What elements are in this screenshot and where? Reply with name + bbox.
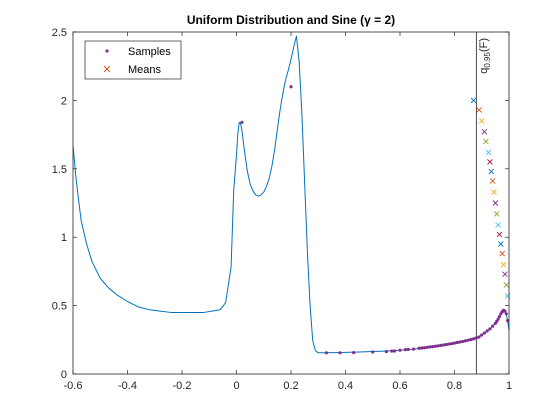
mean-marker bbox=[476, 107, 482, 113]
x-tick-label: 0.6 bbox=[392, 380, 407, 392]
sample-point bbox=[480, 333, 484, 337]
sample-point bbox=[392, 349, 397, 353]
x-tick-label: 0.8 bbox=[447, 380, 462, 392]
legend-label-samples: Samples bbox=[128, 46, 171, 58]
mean-marker bbox=[487, 159, 493, 165]
legend-box bbox=[84, 40, 182, 80]
sample-point bbox=[444, 342, 448, 347]
sample-point bbox=[477, 335, 481, 339]
sample-point bbox=[482, 331, 487, 335]
chart-marks bbox=[72, 32, 511, 374]
y-tick-label: 2 bbox=[61, 95, 67, 107]
chart-title: Uniform Distribution and Sine (γ = 2) bbox=[187, 13, 395, 27]
mean-marker bbox=[496, 231, 503, 238]
mean-marker bbox=[495, 222, 501, 228]
sample-point bbox=[463, 339, 467, 343]
x-tick-label: -0.6 bbox=[64, 380, 83, 392]
x-tick-label: -0.2 bbox=[173, 380, 192, 392]
sample-point bbox=[458, 340, 462, 344]
sample-point bbox=[506, 319, 510, 323]
x-tick-label: -0.4 bbox=[118, 380, 137, 392]
mean-marker bbox=[488, 168, 495, 175]
x-tick-label: 0 bbox=[233, 380, 239, 392]
sample-point bbox=[384, 349, 388, 354]
sample-point bbox=[485, 329, 489, 333]
x-tick-label: 0.4 bbox=[338, 380, 353, 392]
mean-marker bbox=[470, 97, 477, 104]
sample-point bbox=[338, 351, 342, 355]
sample-point bbox=[455, 340, 459, 345]
mean-marker bbox=[485, 149, 492, 156]
mean-marker bbox=[498, 241, 504, 247]
x-tick-label: 1 bbox=[506, 380, 512, 392]
sample-point bbox=[420, 346, 424, 350]
legend: Samples Means bbox=[84, 40, 182, 80]
mean-marker bbox=[499, 250, 506, 257]
svg-text:q0.95(F): q0.95(F) bbox=[478, 38, 492, 74]
legend-label-means: Means bbox=[128, 64, 162, 76]
y-tick-label: 0 bbox=[61, 369, 67, 381]
sample-point bbox=[431, 345, 435, 349]
mean-marker bbox=[500, 261, 507, 268]
sample-point bbox=[471, 337, 476, 341]
y-tick-label: 1 bbox=[61, 232, 67, 244]
sample-point bbox=[450, 342, 454, 346]
legend-marker-samples bbox=[105, 49, 109, 53]
sample-point bbox=[406, 347, 410, 351]
mean-marker bbox=[481, 129, 488, 135]
sample-point bbox=[428, 345, 432, 349]
sample-point bbox=[439, 343, 443, 348]
vline-label-tail: (F) bbox=[478, 38, 490, 52]
sample-point bbox=[503, 309, 507, 313]
sample-point bbox=[447, 342, 451, 346]
sample-point bbox=[504, 312, 508, 316]
y-tick-label: 0.5 bbox=[52, 301, 67, 313]
sample-point bbox=[289, 85, 293, 89]
vline-label: q0.95(F) bbox=[478, 38, 492, 74]
plot-area bbox=[73, 32, 509, 374]
sample-point bbox=[352, 351, 356, 355]
sample-point bbox=[491, 324, 495, 328]
mean-marker bbox=[503, 282, 510, 288]
sample-point bbox=[452, 341, 457, 345]
mean-marker bbox=[483, 138, 489, 145]
mean-marker bbox=[489, 178, 496, 184]
mean-marker bbox=[493, 211, 500, 217]
sample-point bbox=[240, 120, 244, 124]
sample-point bbox=[371, 350, 375, 354]
sample-point bbox=[425, 345, 429, 349]
sample-point bbox=[398, 348, 402, 352]
sample-point bbox=[417, 346, 421, 350]
sample-point bbox=[324, 351, 329, 355]
vline-label-main: q bbox=[478, 68, 490, 74]
sample-point bbox=[474, 336, 478, 340]
sample-point bbox=[403, 348, 408, 352]
sample-point bbox=[496, 317, 500, 321]
sample-point bbox=[433, 344, 438, 348]
sample-point bbox=[461, 339, 465, 344]
sample-point bbox=[442, 343, 446, 347]
axis-ticks: -0.6 -0.4 -0.2 0 0.2 0.4 0.6 0.8 1 0 0.5 1 1.5 2 2.5 bbox=[52, 27, 512, 392]
vline-label-sub: 0.95 bbox=[483, 52, 492, 68]
mean-marker bbox=[502, 271, 508, 277]
sample-point bbox=[469, 337, 473, 342]
sample-point bbox=[488, 327, 492, 331]
sample-point bbox=[497, 314, 502, 319]
sample-point bbox=[390, 349, 394, 353]
mean-marker bbox=[491, 189, 497, 195]
y-tick-label: 2.5 bbox=[52, 27, 67, 39]
legend-marker-means bbox=[103, 65, 111, 73]
mean-marker bbox=[478, 118, 485, 124]
x-tick-label: 0.2 bbox=[283, 380, 298, 392]
y-tick-label: 1.5 bbox=[52, 164, 67, 176]
sample-point bbox=[466, 338, 470, 342]
sample-point bbox=[422, 346, 427, 350]
mean-marker bbox=[492, 200, 499, 206]
sample-point bbox=[412, 347, 416, 351]
sample-point bbox=[436, 344, 440, 348]
